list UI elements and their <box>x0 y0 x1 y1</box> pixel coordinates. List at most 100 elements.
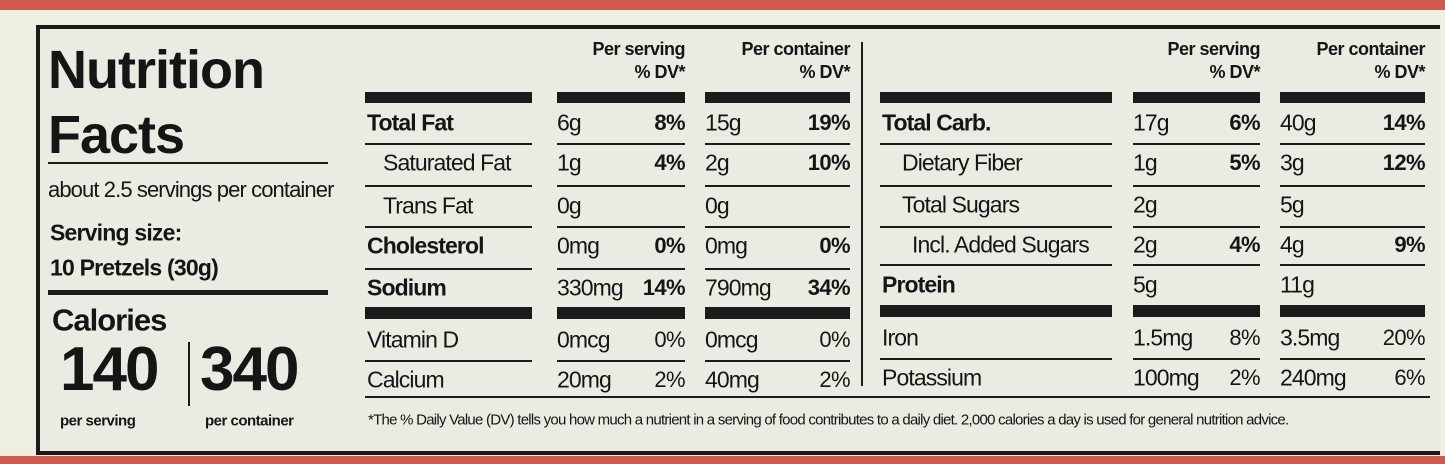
row-rule <box>365 185 532 187</box>
amount: 5g <box>1133 271 1158 298</box>
row-rule <box>557 143 685 145</box>
daily-value: 8% <box>654 110 685 135</box>
nutrient-name: Calcium <box>367 366 445 393</box>
amount: 0mcg <box>557 326 611 353</box>
row-rule <box>705 268 850 270</box>
daily-value: 4% <box>654 150 685 175</box>
amount: 3g <box>1280 149 1305 176</box>
daily-value: 2% <box>819 367 850 392</box>
row-rule <box>880 185 1112 187</box>
thick-bar <box>705 92 850 103</box>
thick-bar <box>705 307 850 319</box>
daily-value: 14% <box>642 275 686 300</box>
row-rule <box>1280 226 1425 228</box>
nutrient-name: Total Carb. <box>882 109 991 136</box>
column-header: % DV* <box>799 62 850 82</box>
amount: 5g <box>1280 191 1305 218</box>
amount: 40mg <box>705 366 760 393</box>
thick-bar <box>1133 92 1260 103</box>
amount: 100mg <box>1133 364 1200 391</box>
thick-rule <box>48 290 328 295</box>
servings-per-container: about 2.5 servings per container <box>48 177 334 202</box>
nutrient-name: Incl. Added Sugars <box>912 231 1090 258</box>
rule <box>48 162 328 164</box>
thick-bar <box>1280 92 1425 103</box>
row-rule <box>880 143 1112 145</box>
row-rule <box>1133 264 1260 266</box>
daily-value: 5% <box>1229 150 1260 175</box>
row-rule <box>705 226 850 228</box>
row-rule <box>365 226 532 228</box>
row-rule <box>557 185 685 187</box>
row-rule <box>1133 226 1260 228</box>
row-rule <box>880 358 1112 360</box>
row-rule <box>705 185 850 187</box>
amount: 20mg <box>557 366 612 393</box>
row-rule <box>1133 143 1260 145</box>
column-header: Per container <box>741 39 850 59</box>
thick-bar <box>880 92 1112 103</box>
amount: 40g <box>1280 109 1317 136</box>
amount: 0mg <box>557 232 600 259</box>
nutrient-name: Vitamin D <box>367 326 459 353</box>
amount: 0mg <box>705 232 748 259</box>
amount: 15g <box>705 109 742 136</box>
daily-value: 20% <box>1382 325 1426 350</box>
row-rule <box>1280 185 1425 187</box>
nutrient-name: Cholesterol <box>367 232 485 259</box>
per-container-label: per container <box>205 412 294 430</box>
amount: 6g <box>557 109 582 136</box>
nutrient-name: Trans Fat <box>383 192 473 219</box>
column-header: Per serving <box>592 39 685 59</box>
nutrient-name: Total Fat <box>367 109 454 136</box>
nutrient-name: Protein <box>882 271 956 298</box>
footnote: *The % Daily Value (DV) tells you how mu… <box>368 411 1289 429</box>
row-rule <box>1133 185 1260 187</box>
daily-value: 2% <box>654 367 685 392</box>
per-serving-label: per serving <box>60 412 136 430</box>
thick-bar <box>557 307 685 319</box>
nutrient-name: Saturated Fat <box>383 149 512 176</box>
title: Nutrition <box>48 40 265 100</box>
column-header: % DV* <box>1374 62 1425 82</box>
column-header: Per container <box>1316 39 1425 59</box>
row-rule <box>1280 143 1425 145</box>
amount: 0mcg <box>705 326 759 353</box>
calories-per-serving: 140 <box>60 335 159 404</box>
nutrient-name: Total Sugars <box>902 191 1020 218</box>
row-rule <box>705 360 850 362</box>
thick-bar <box>880 305 1112 317</box>
nutrient-name: Iron <box>882 324 919 351</box>
bottom-stripe <box>0 456 1445 464</box>
row-rule <box>705 143 850 145</box>
amount: 330mg <box>557 274 624 301</box>
amount: 0g <box>557 192 582 219</box>
thick-bar <box>365 92 532 103</box>
nutrient-name: Dietary Fiber <box>902 149 1023 176</box>
row-rule <box>557 360 685 362</box>
row-rule <box>880 226 1112 228</box>
daily-value: 0% <box>654 327 685 352</box>
nutrient-name: Potassium <box>882 364 982 391</box>
thick-bar <box>365 307 532 319</box>
serving-size-label: Serving size: <box>50 219 182 246</box>
amount: 11g <box>1280 271 1315 298</box>
top-stripe <box>0 0 1445 10</box>
daily-value: 9% <box>1394 232 1425 257</box>
title: Facts <box>48 105 185 165</box>
daily-value: 10% <box>807 150 851 175</box>
daily-value: 12% <box>1382 150 1426 175</box>
row-rule <box>1133 358 1260 360</box>
row-rule <box>365 268 532 270</box>
column-header: % DV* <box>1209 62 1260 82</box>
vertical-divider <box>861 42 863 386</box>
thick-bar <box>557 92 685 103</box>
amount: 1g <box>1133 149 1158 176</box>
daily-value: 6% <box>1394 365 1425 390</box>
calories-per-container: 340 <box>200 335 299 404</box>
daily-value: 19% <box>807 110 851 135</box>
thick-bar <box>1280 305 1425 317</box>
row-rule <box>1280 358 1425 360</box>
daily-value: 14% <box>1382 110 1426 135</box>
